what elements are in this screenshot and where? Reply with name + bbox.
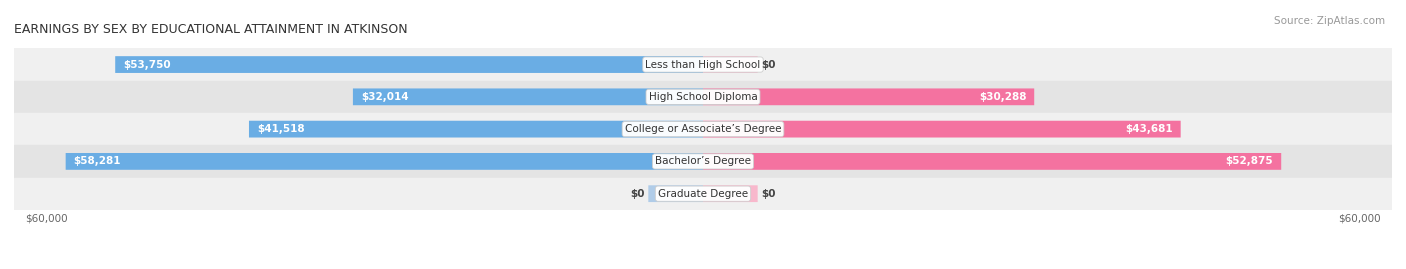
FancyBboxPatch shape: [115, 56, 703, 73]
Bar: [14, 48, 1392, 81]
Text: $30,288: $30,288: [979, 92, 1026, 102]
FancyBboxPatch shape: [648, 185, 703, 202]
FancyBboxPatch shape: [703, 89, 1035, 105]
Text: Bachelor’s Degree: Bachelor’s Degree: [655, 156, 751, 167]
FancyBboxPatch shape: [353, 89, 703, 105]
Text: Source: ZipAtlas.com: Source: ZipAtlas.com: [1274, 16, 1385, 26]
FancyBboxPatch shape: [703, 56, 758, 73]
Text: Less than High School: Less than High School: [645, 59, 761, 70]
Text: EARNINGS BY SEX BY EDUCATIONAL ATTAINMENT IN ATKINSON: EARNINGS BY SEX BY EDUCATIONAL ATTAINMEN…: [14, 23, 408, 36]
Text: $58,281: $58,281: [73, 156, 121, 167]
FancyBboxPatch shape: [249, 121, 703, 137]
Text: $41,518: $41,518: [257, 124, 305, 134]
Text: High School Diploma: High School Diploma: [648, 92, 758, 102]
Text: $0: $0: [630, 189, 645, 199]
Bar: [14, 113, 1392, 145]
Bar: [14, 145, 1392, 178]
Text: $53,750: $53,750: [124, 59, 170, 70]
FancyBboxPatch shape: [703, 153, 1281, 170]
Text: Graduate Degree: Graduate Degree: [658, 189, 748, 199]
FancyBboxPatch shape: [66, 153, 703, 170]
Text: $0: $0: [761, 59, 776, 70]
Text: $0: $0: [761, 189, 776, 199]
Bar: [14, 178, 1392, 210]
Bar: [14, 81, 1392, 113]
Text: $43,681: $43,681: [1125, 124, 1173, 134]
FancyBboxPatch shape: [703, 121, 1181, 137]
Text: $52,875: $52,875: [1226, 156, 1274, 167]
FancyBboxPatch shape: [703, 185, 758, 202]
Text: College or Associate’s Degree: College or Associate’s Degree: [624, 124, 782, 134]
Text: $32,014: $32,014: [361, 92, 408, 102]
